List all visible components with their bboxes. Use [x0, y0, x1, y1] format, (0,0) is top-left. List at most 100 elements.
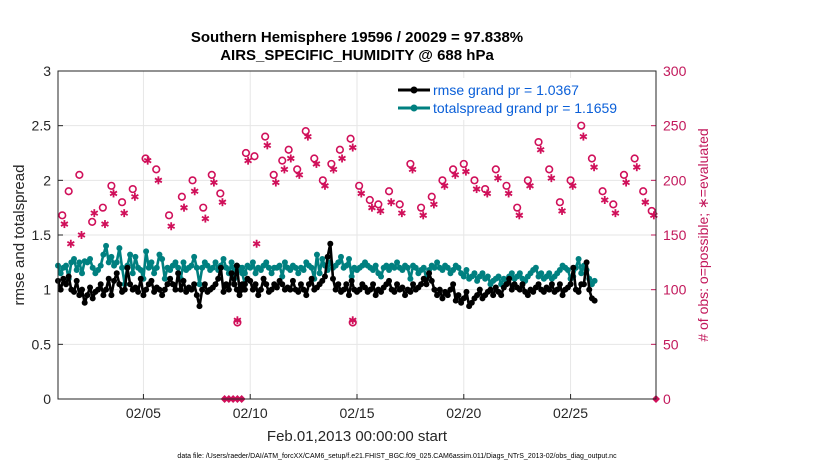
obs-evaluated-marker [218, 199, 227, 205]
spread-point [196, 281, 203, 288]
rmse-point [297, 281, 304, 288]
spread-point [431, 264, 438, 271]
spread-point [370, 266, 377, 273]
rmse-point [407, 288, 414, 295]
obs-possible-marker [107, 181, 116, 190]
spread-point [578, 270, 585, 277]
obs-possible-marker [98, 203, 107, 212]
spread-point [268, 270, 275, 277]
spread-point [132, 253, 139, 260]
rmse-point [60, 275, 67, 282]
rmse-point [305, 281, 312, 288]
rmse-point [567, 281, 574, 288]
obs-evaluated-marker [590, 164, 598, 170]
obs-evaluated-marker [504, 190, 513, 197]
obs-evaluated-marker [77, 232, 86, 238]
rmse-point [105, 275, 112, 282]
obs-evaluated-marker [579, 133, 588, 140]
obs-possible-marker [199, 203, 208, 212]
obs-evaluated-marker [348, 144, 357, 151]
x-tick-label: 02/25 [553, 405, 588, 421]
obs-possible-marker [241, 148, 251, 158]
rmse-point [103, 286, 110, 293]
rmse-point [289, 277, 296, 284]
rmse-point [348, 277, 355, 284]
rmse-point [124, 264, 131, 271]
chart-title-line2: AIRS_SPECIFIC_HUMIDITY @ 688 hPa [220, 47, 494, 64]
spread-point [87, 256, 94, 263]
obs-possible-marker [459, 159, 468, 169]
rmse-point [63, 281, 70, 288]
rmse-point [506, 275, 513, 282]
rmse-point [236, 292, 243, 299]
rmse-point [97, 281, 104, 288]
rmse-point [423, 281, 430, 288]
rmse-point [362, 284, 369, 291]
spread-point [95, 266, 102, 273]
rmse-point [450, 281, 457, 288]
spread-point [108, 253, 115, 260]
spread-point [386, 266, 393, 273]
obs-evaluated-marker [321, 183, 329, 189]
y-left-tick-label: 0 [43, 391, 51, 407]
rmse-point [108, 292, 115, 299]
rmse-point [257, 286, 264, 293]
rmse-point [410, 281, 417, 288]
rmse-point [455, 292, 462, 299]
obs-evaluated-marker [494, 175, 502, 181]
spread-point [145, 264, 152, 271]
obs-evaluated-marker [201, 215, 210, 222]
rmse-point [180, 277, 187, 284]
spread-point [591, 277, 598, 284]
spread-point [129, 270, 136, 277]
rmse-point [367, 286, 374, 293]
plot-frame [57, 70, 657, 400]
rmse-point [548, 281, 555, 288]
obs-evaluated-marker [348, 317, 357, 324]
rmse-point [263, 281, 270, 288]
rmse-point [215, 275, 222, 282]
spread-point [439, 266, 446, 273]
obs-possible-marker [164, 211, 174, 220]
spread-point [148, 259, 155, 266]
rmse-point [426, 270, 433, 277]
rmse-point [260, 275, 267, 282]
spread-point [241, 270, 248, 277]
spread-point [281, 259, 288, 266]
rmse-point [87, 284, 94, 291]
obs-evaluated-marker [120, 210, 129, 216]
obs-evaluated-marker [397, 210, 406, 216]
spread-point [335, 259, 342, 266]
rmse-point [391, 288, 398, 295]
rmse-point [386, 277, 393, 284]
spread-point [161, 275, 168, 282]
rmse-point [402, 292, 409, 299]
obs-evaluated-marker [329, 166, 338, 173]
rmse-point [111, 277, 118, 284]
rmse-point [73, 277, 80, 284]
rmse-point [121, 286, 128, 293]
obs-evaluated-marker [483, 190, 492, 197]
rmse-point [159, 292, 166, 299]
rmse-point [580, 281, 587, 288]
spread-point [279, 273, 286, 280]
rmse-point [535, 281, 542, 288]
rmse-point [343, 281, 350, 288]
spread-point [97, 262, 104, 269]
spread-point [479, 270, 486, 277]
obs-evaluated-marker [408, 166, 417, 173]
obs-evaluated-marker [286, 155, 295, 162]
spread-point [188, 262, 195, 269]
rmse-point [167, 275, 174, 282]
obs-evaluated-marker [263, 142, 272, 149]
rmse-point [508, 286, 515, 293]
spread-point [292, 264, 299, 271]
rmse-point [161, 286, 168, 293]
y-left-tick-label: 2.5 [32, 118, 52, 134]
rmse-point [436, 286, 443, 293]
spread-point [538, 270, 545, 277]
obs-evaluated-marker [429, 201, 438, 208]
spread-point [57, 270, 64, 277]
spread-point [191, 253, 198, 260]
